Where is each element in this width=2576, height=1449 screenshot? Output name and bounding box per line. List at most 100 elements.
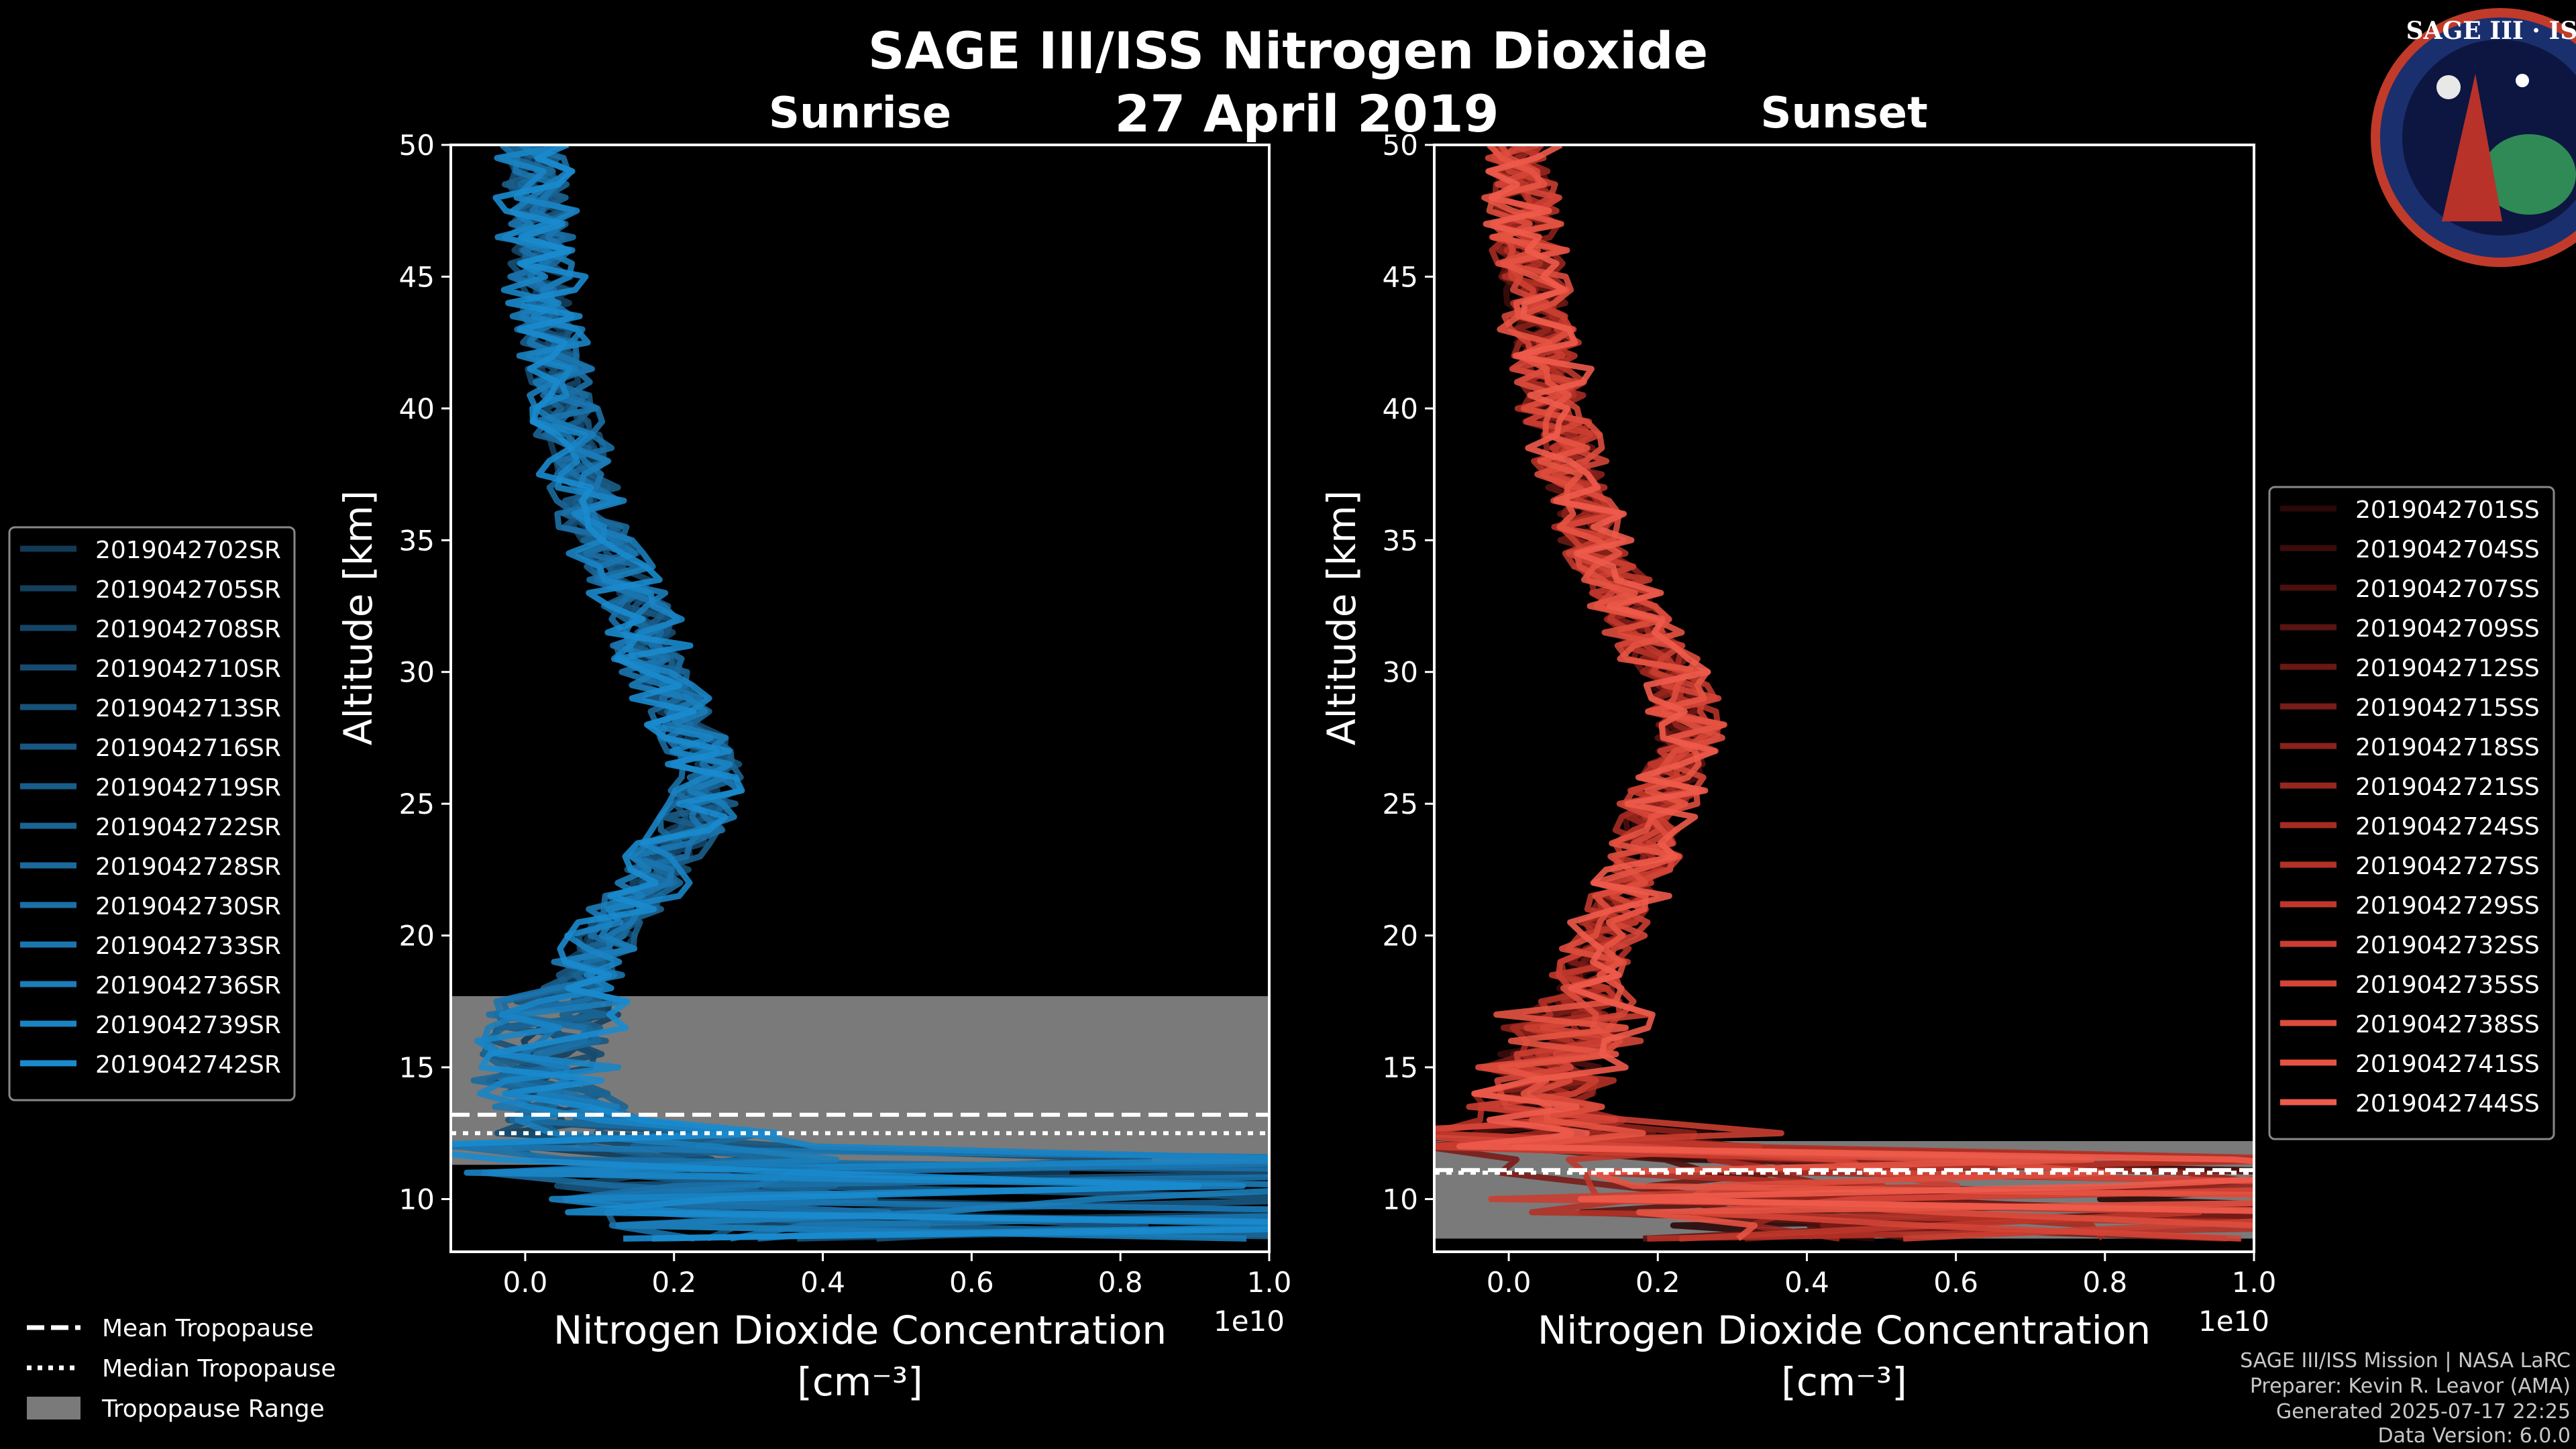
y-tick-label: 35: [399, 524, 435, 557]
legend-label-2019042709SS: 2019042709SS: [2355, 615, 2540, 643]
y-tick-label: 20: [1383, 920, 1418, 953]
x-axis-unit: [cm⁻³]: [797, 1359, 923, 1405]
x-tick-label: 0.6: [949, 1266, 994, 1299]
legend-label-2019042721SS: 2019042721SS: [2355, 773, 2540, 801]
sunrise-panel: 10 15 20 25 30 35 40 45 50 0.0 0.2 0.4 0.6 0.8 1.0 1e10…: [335, 89, 1292, 1405]
legend-label-2019042727SS: 2019042727SS: [2355, 853, 2540, 880]
y-tick-label: 50: [399, 129, 435, 162]
y-axis-label: Altitude [km]: [335, 490, 381, 745]
x-offset-label: 1e10: [2198, 1305, 2269, 1338]
legend-label-2019042715SS: 2019042715SS: [2355, 694, 2540, 722]
tropopause-range-label: Tropopause Range: [101, 1395, 325, 1423]
legend-label-2019042730SR: 2019042730SR: [95, 893, 281, 920]
panel-title: Sunrise: [769, 89, 951, 138]
y-tick-label: 30: [399, 656, 435, 689]
footer: SAGE III/ISS Mission | NASA LaRC Prepare…: [2240, 1349, 2571, 1448]
legend-label-2019042738SS: 2019042738SS: [2355, 1011, 2540, 1038]
footer-version: Data Version: 6.0.0: [2378, 1424, 2571, 1448]
sage-logo: SAGE III · ISS: [2371, 8, 2576, 267]
y-tick-label: 40: [1383, 392, 1418, 425]
logo-star: [2516, 74, 2529, 87]
legend-label-2019042742SR: 2019042742SR: [95, 1051, 281, 1079]
x-tick-label: 0.4: [1784, 1266, 1829, 1299]
y-tick-label: 15: [1383, 1051, 1418, 1084]
logo-moon: [2436, 75, 2461, 99]
y-axis-label: Altitude [km]: [1319, 490, 1364, 745]
legend-label-2019042736SR: 2019042736SR: [95, 972, 281, 1000]
logo-figure: [2442, 74, 2502, 221]
median-tropopause-label: Median Tropopause: [102, 1355, 336, 1383]
legend-label-2019042739SR: 2019042739SR: [95, 1012, 281, 1039]
x-tick-label: 1.0: [1247, 1266, 1292, 1299]
legend-label-2019042728SR: 2019042728SR: [95, 853, 281, 881]
profile-line-2019042744SS: [1456, 145, 2254, 1214]
footer-generated: Generated 2025-07-17 22:25: [2276, 1400, 2571, 1424]
x-tick-label: 0.8: [2082, 1266, 2127, 1299]
legend-label-2019042741SS: 2019042741SS: [2355, 1051, 2540, 1078]
sunrise-legend: 2019042702SR 2019042705SR 2019042708SR 2019…: [8, 526, 296, 1102]
legend-label-2019042708SR: 2019042708SR: [95, 616, 281, 643]
x-tick-label: 0.2: [651, 1266, 696, 1299]
x-tick-label: 0.8: [1098, 1266, 1143, 1299]
y-tick-label: 20: [399, 920, 435, 953]
legend-label-2019042732SS: 2019042732SS: [2355, 932, 2540, 959]
footer-preparer: Preparer: Kevin R. Leavor (AMA): [2250, 1375, 2571, 1398]
x-tick-label: 0.6: [1933, 1266, 1978, 1299]
x-axis-label: Nitrogen Dioxide Concentration: [1538, 1307, 2151, 1353]
plot-frame: [449, 144, 1271, 1253]
y-tick-label: 40: [399, 392, 435, 425]
x-tick-label: 0.0: [503, 1266, 548, 1299]
logo-earth: [2482, 134, 2576, 215]
y-tick-label: 30: [1383, 656, 1418, 689]
legend-label-2019042744SS: 2019042744SS: [2355, 1090, 2540, 1118]
tropopause-range-swatch: [27, 1397, 80, 1419]
sunset-panel: 10 15 20 25 30 35 40 45 50 0.0 0.2 0.4 0.6 0.8 1.0 1e10…: [1319, 89, 2277, 1405]
legend-label-2019042704SS: 2019042704SS: [2355, 536, 2540, 564]
x-tick-label: 1.0: [2232, 1266, 2277, 1299]
y-tick-label: 45: [1383, 260, 1418, 293]
logo-text: SAGE III · ISS: [2406, 17, 2576, 45]
legend-label-2019042733SR: 2019042733SR: [95, 932, 281, 960]
panel-title: Sunset: [1760, 89, 1927, 138]
legend-label-2019042724SS: 2019042724SS: [2355, 813, 2540, 841]
legend-frame: [8, 526, 296, 1102]
plot-area: [1434, 145, 2254, 1242]
x-axis-unit: [cm⁻³]: [1781, 1359, 1907, 1405]
x-tick-label: 0.2: [1635, 1266, 1680, 1299]
figure-date: 27 April 2019: [1114, 84, 1499, 144]
y-tick-label: 45: [399, 260, 435, 293]
x-axis-label: Nitrogen Dioxide Concentration: [553, 1307, 1167, 1353]
footer-mission: SAGE III/ISS Mission | NASA LaRC: [2240, 1349, 2571, 1373]
plot-area: [451, 145, 1269, 1242]
legend-label-2019042718SS: 2019042718SS: [2355, 734, 2540, 761]
legend-label-2019042710SR: 2019042710SR: [95, 655, 281, 683]
legend-label-2019042707SS: 2019042707SS: [2355, 576, 2540, 603]
legend-label-2019042722SR: 2019042722SR: [95, 814, 281, 841]
figure-title: SAGE III/ISS Nitrogen Dioxide: [868, 21, 1708, 80]
legend-frame: [2268, 486, 2555, 1140]
legend-label-2019042729SS: 2019042729SS: [2355, 892, 2540, 920]
mean-tropopause-label: Mean Tropopause: [102, 1315, 314, 1342]
legend-label-2019042702SR: 2019042702SR: [95, 537, 281, 564]
x-tick-label: 0.0: [1487, 1266, 1532, 1299]
y-tick-label: 25: [1383, 788, 1418, 820]
y-tick-label: 15: [399, 1051, 435, 1084]
y-tick-label: 50: [1383, 129, 1418, 162]
profile-line-2019042741SS: [1481, 145, 2254, 1241]
sunset-legend: 2019042701SS 2019042704SS 2019042707SS 2019…: [2268, 486, 2555, 1140]
legend-label-2019042735SS: 2019042735SS: [2355, 971, 2540, 999]
plot-frame: [1433, 144, 2255, 1253]
x-offset-label: 1e10: [1214, 1305, 1285, 1338]
profile-line-2019042742SR: [451, 145, 1269, 1242]
legend-label-2019042705SR: 2019042705SR: [95, 576, 281, 604]
tropopause-legend: Mean Tropopause Median Tropopause Tropop…: [27, 1315, 336, 1423]
y-tick-label: 25: [399, 788, 435, 820]
legend-label-2019042712SS: 2019042712SS: [2355, 655, 2540, 682]
legend-label-2019042716SR: 2019042716SR: [95, 735, 281, 762]
legend-label-2019042701SS: 2019042701SS: [2355, 496, 2540, 524]
legend-label-2019042713SR: 2019042713SR: [95, 695, 281, 722]
profile-line-2019042739SR: [464, 145, 1269, 1242]
y-tick-label: 35: [1383, 524, 1418, 557]
y-tick-label: 10: [1383, 1183, 1418, 1216]
